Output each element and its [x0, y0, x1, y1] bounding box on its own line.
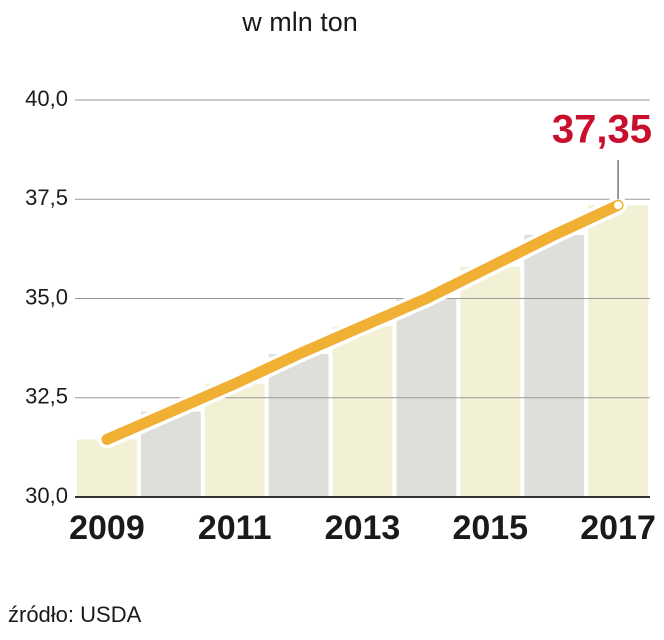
y-tick-label: 30,0: [25, 483, 68, 508]
bar: [204, 383, 265, 497]
end-dot: [614, 201, 623, 210]
bar: [588, 205, 648, 497]
x-tick-label: 2017: [580, 509, 656, 547]
x-tick-label: 2013: [325, 509, 401, 547]
value-label: 37,35: [552, 108, 652, 152]
bar: [268, 354, 329, 497]
bar: [77, 439, 137, 497]
x-tick-label: 2009: [69, 509, 145, 547]
x-tick-label: 2015: [452, 509, 528, 547]
source: źródło: USDA: [8, 602, 142, 627]
y-tick-label: 35,0: [25, 284, 68, 309]
y-tick-label: 32,5: [25, 384, 68, 409]
bar: [524, 234, 585, 498]
bar: [332, 326, 393, 497]
line: [101, 199, 624, 445]
y-tick-label: 37,5: [25, 185, 68, 210]
y-tick-label: 40,0: [25, 86, 68, 111]
x-tick-label: 2011: [198, 509, 272, 547]
bar: [460, 266, 521, 497]
chart-title: w mln ton: [241, 7, 358, 37]
